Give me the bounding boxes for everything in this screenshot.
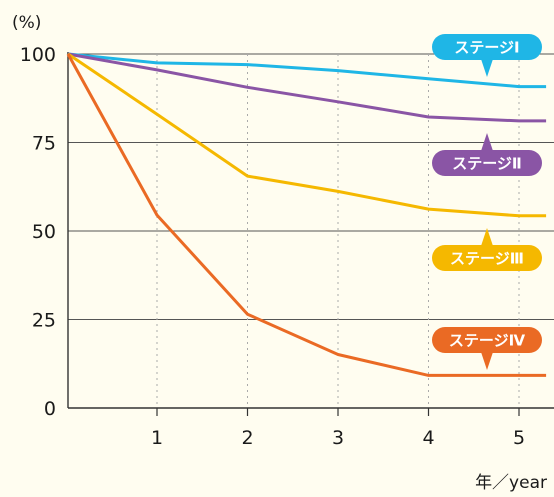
callout-stage-1: ステージⅠ — [432, 34, 542, 77]
callout-label: ステージⅣ — [449, 332, 526, 350]
tick-labels: 0 25 50 75 100 1 2 3 4 5 — [20, 44, 525, 449]
callout-pill — [432, 34, 542, 60]
x-tick-label: 5 — [513, 427, 525, 449]
grid — [68, 53, 554, 408]
callout-label: ステージⅢ — [450, 250, 524, 268]
callout-pill — [432, 150, 542, 176]
y-tick-label: 75 — [32, 133, 56, 155]
series-line-4 — [66, 53, 547, 377]
x-tick-label: 1 — [151, 427, 163, 449]
y-tick-label: 0 — [44, 398, 56, 420]
callout-pointer — [481, 352, 493, 370]
y-axis-label: (%) — [12, 13, 41, 33]
y-tick-label: 100 — [20, 44, 56, 66]
x-tick-label: 3 — [332, 427, 344, 449]
series-line-2 — [67, 52, 547, 123]
callout-label: ステージⅡ — [452, 155, 522, 173]
y-tick-label: 50 — [32, 221, 56, 243]
x-tick-label: 2 — [241, 427, 253, 449]
callout-pointer — [481, 59, 493, 77]
x-tick-label: 4 — [422, 427, 434, 449]
callout-pointer — [481, 133, 493, 151]
callout-pill — [432, 327, 542, 353]
series-callouts: ステージⅠ ステージⅡ ステージⅢ ステージⅣ — [432, 34, 542, 370]
callout-stage-4: ステージⅣ — [432, 327, 542, 370]
series-line-3 — [67, 52, 547, 218]
series-line-1 — [67, 52, 547, 89]
callout-label: ステージⅠ — [454, 39, 519, 57]
callout-stage-3: ステージⅢ — [432, 228, 542, 271]
y-tick-label: 25 — [32, 310, 56, 332]
series-lines — [66, 52, 547, 377]
callout-pill — [432, 245, 542, 271]
axes — [67, 52, 554, 416]
callout-stage-2: ステージⅡ — [432, 133, 542, 176]
x-axis-label: 年／year — [475, 473, 547, 493]
callout-pointer — [481, 228, 493, 246]
